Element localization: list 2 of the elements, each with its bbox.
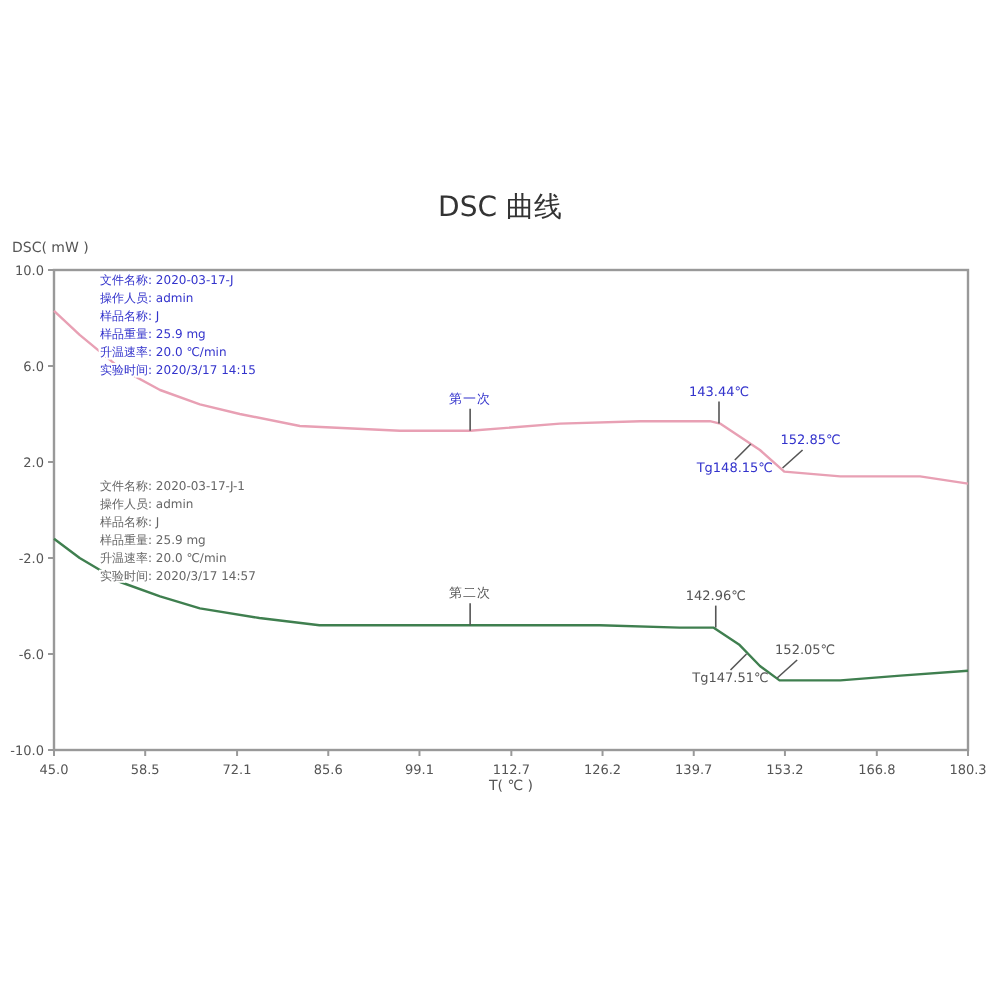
line-series xyxy=(52,537,970,682)
chart-title: DSC 曲线 xyxy=(438,192,562,224)
